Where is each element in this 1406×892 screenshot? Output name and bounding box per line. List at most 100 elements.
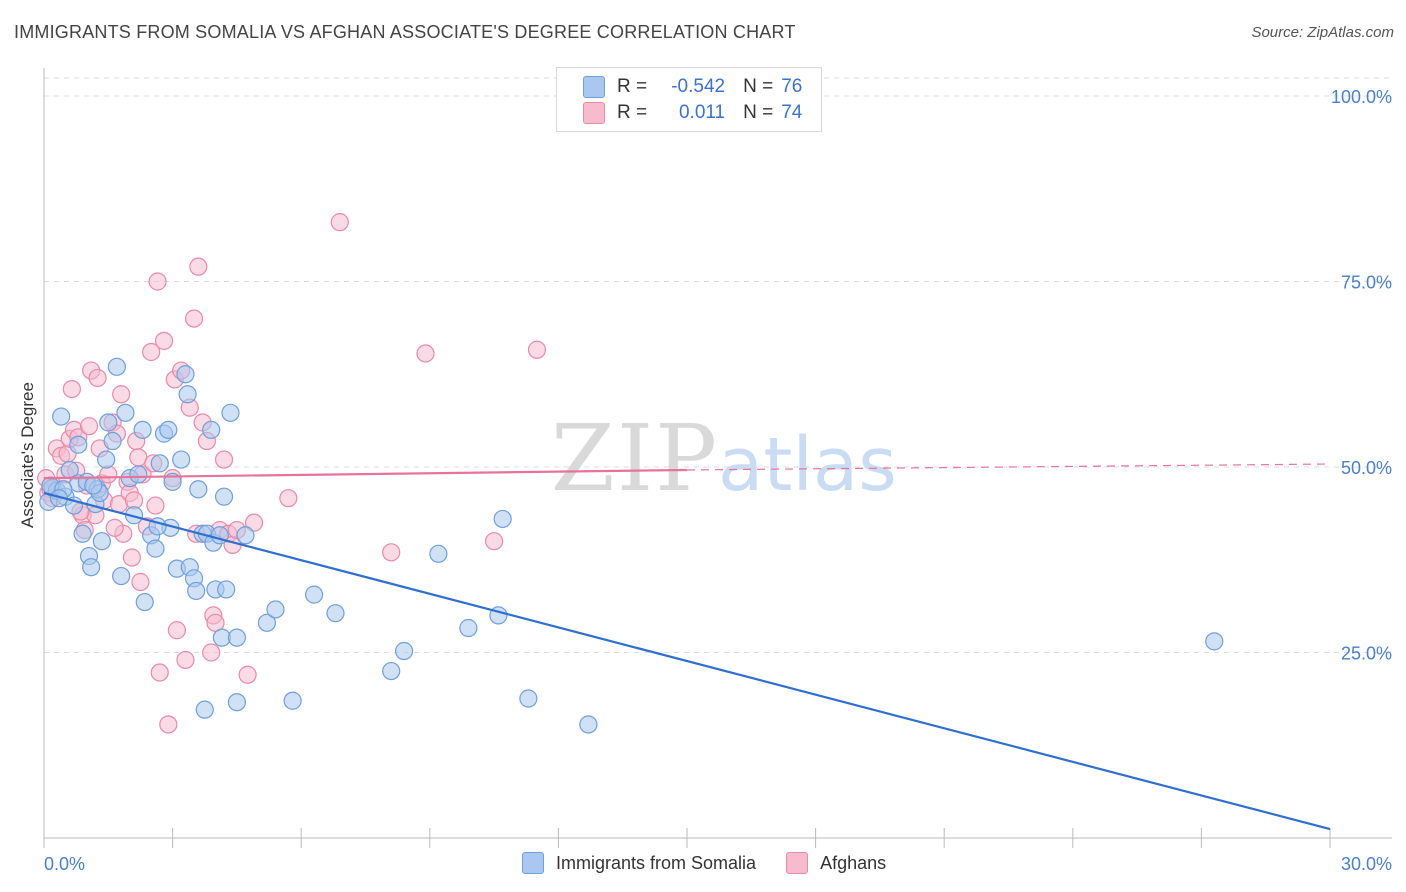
afghans-point <box>112 385 131 404</box>
trend-lines <box>43 463 1331 831</box>
afghans-point <box>330 213 349 232</box>
afghans-point <box>122 548 141 567</box>
chart-title: IMMIGRANTS FROM SOMALIA VS AFGHAN ASSOCI… <box>14 22 796 42</box>
afghans-point <box>485 532 504 551</box>
afghans-point <box>154 331 174 350</box>
somalia-point <box>221 403 240 422</box>
somalia-point <box>69 435 88 454</box>
axes <box>43 68 1392 848</box>
somalia-swatch <box>583 76 605 98</box>
somalia-point <box>579 715 598 734</box>
somalia-point <box>133 420 152 439</box>
somalia-point <box>493 509 512 529</box>
n-label: N = <box>743 102 774 123</box>
legend-item-afghans[interactable]: Afghans <box>786 852 886 874</box>
afghans-point <box>62 379 81 399</box>
somalia-point <box>519 689 538 708</box>
gridlines <box>44 77 1392 653</box>
somalia-points <box>39 357 1224 734</box>
n-label: N = <box>743 76 774 97</box>
r-value: -0.542 <box>671 76 726 97</box>
afghans-point <box>99 465 118 484</box>
somalia-point <box>103 431 122 451</box>
somalia-point <box>129 465 148 484</box>
somalia-point <box>429 544 448 563</box>
somalia-point <box>227 628 246 647</box>
stats-legend: R = -0.542 N = 76 R = 0.011 N = 74 <box>556 67 822 132</box>
legend-label-somalia: Immigrants from Somalia <box>556 852 757 873</box>
somalia-point <box>92 532 111 551</box>
somalia-point <box>283 691 302 710</box>
somalia-swatch <box>522 852 544 874</box>
somalia-point <box>159 420 178 439</box>
afghans-swatch <box>583 102 605 124</box>
somalia-point <box>1205 632 1224 651</box>
afghans-point <box>214 450 234 469</box>
somalia-point <box>116 403 135 422</box>
somalia-point <box>394 641 414 661</box>
somalia-point <box>178 385 197 404</box>
somalia-point <box>172 450 191 469</box>
somalia-point <box>217 580 236 599</box>
somalia-point <box>236 526 255 545</box>
afghans-point <box>159 715 178 734</box>
watermark-zip: ZIP <box>551 405 719 512</box>
somalia-point <box>84 476 103 495</box>
afghans-trend-line <box>43 468 688 480</box>
y-tick-label: 25.0% <box>1341 644 1392 664</box>
afghans-point <box>184 309 204 328</box>
x-tick-label: 0.0% <box>44 854 85 874</box>
afghans-point <box>167 621 186 640</box>
afghans-trend-extension <box>686 463 1331 471</box>
somalia-trend-line <box>43 491 1331 831</box>
somalia-point <box>187 581 206 601</box>
afghans-point <box>202 643 221 662</box>
n-value: 74 <box>781 102 803 123</box>
n-value: 76 <box>781 76 803 97</box>
source-credit: Source: ZipAtlas.com <box>1251 24 1394 41</box>
somalia-point <box>326 604 345 623</box>
somalia-point <box>97 450 116 469</box>
afghans-point <box>79 417 99 436</box>
r-value: 0.011 <box>678 102 726 123</box>
afghans-point <box>527 340 547 359</box>
legend-label-afghans: Afghans <box>820 852 887 873</box>
somalia-point <box>214 487 234 506</box>
legend-row-afghans: R = 0.011 N = 74 <box>583 101 802 125</box>
x-tick-label: 30.0% <box>1341 854 1392 874</box>
afghans-point <box>142 342 161 362</box>
y-tick-label: 50.0% <box>1341 458 1392 478</box>
somalia-point <box>257 613 277 632</box>
somalia-point <box>459 618 478 638</box>
legend-item-somalia[interactable]: Immigrants from Somalia <box>522 852 756 874</box>
afghans-point <box>105 518 124 537</box>
afghans-point <box>244 513 264 532</box>
legend-row-somalia: R = -0.542 N = 76 <box>583 75 802 99</box>
afghans-point <box>146 496 165 515</box>
somalia-point <box>227 693 246 712</box>
afghans-point <box>238 665 257 684</box>
somalia-point <box>135 592 154 612</box>
somalia-point <box>112 566 131 586</box>
somalia-point <box>99 413 118 432</box>
afghans-point <box>88 368 107 388</box>
somalia-point <box>189 480 208 499</box>
series-legend: Immigrants from Somalia Afghans <box>522 852 916 874</box>
afghans-point <box>189 257 208 276</box>
somalia-point <box>202 420 221 439</box>
somalia-point <box>176 365 195 384</box>
somalia-point <box>107 357 126 376</box>
watermark: ZIP atlas <box>551 405 897 512</box>
somalia-point <box>150 454 169 473</box>
tick-labels: 25.0% 50.0% 75.0% 100.0% 0.0% 30.0% <box>44 87 1392 874</box>
r-label: R = <box>617 76 648 97</box>
afghans-point <box>416 344 435 363</box>
somalia-point <box>382 661 401 681</box>
somalia-point <box>195 700 214 719</box>
watermark-atlas: atlas <box>718 422 897 508</box>
afghans-swatch <box>786 852 809 874</box>
somalia-point <box>52 407 71 426</box>
r-label: R = <box>617 102 648 123</box>
afghans-point <box>382 543 401 562</box>
